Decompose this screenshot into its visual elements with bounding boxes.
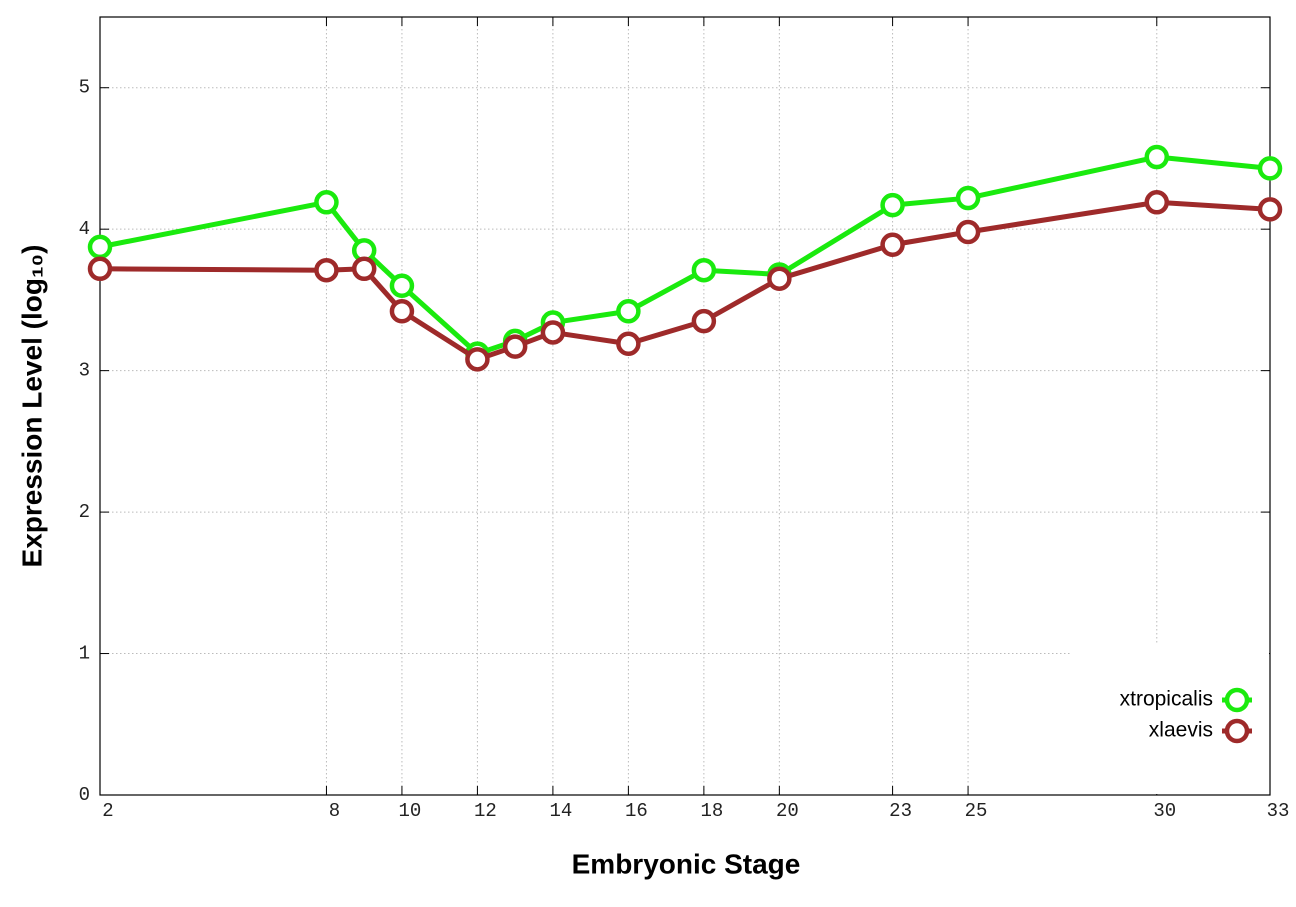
y-tick-label: 5: [79, 77, 90, 99]
x-tick-label: 23: [889, 800, 912, 822]
x-tick-label: 16: [625, 800, 648, 822]
y-tick-label: 1: [79, 643, 90, 665]
data-point: [314, 257, 339, 283]
data-point: [691, 257, 717, 283]
x-tick-label: 18: [700, 800, 723, 822]
legend-label: xtropicalis: [1120, 688, 1213, 711]
data-point: [616, 298, 641, 324]
data-point: [616, 331, 641, 357]
y-tick-label: 3: [79, 360, 90, 382]
x-tick-label: 12: [474, 800, 497, 822]
legend-label: xlaevis: [1149, 719, 1213, 742]
data-point: [1257, 197, 1283, 222]
x-tick-label: 14: [549, 800, 572, 822]
data-point: [767, 266, 792, 291]
data-point: [502, 334, 528, 359]
data-point: [465, 347, 490, 372]
x-axis-title: Embryonic Stage: [572, 848, 801, 879]
y-axis-title: Expression Level (log₁₀): [16, 245, 47, 568]
x-tick-label: 10: [399, 800, 422, 822]
data-point: [314, 190, 339, 215]
data-point: [955, 219, 981, 245]
data-point: [351, 256, 377, 282]
data-point: [1257, 156, 1283, 181]
data-point: [389, 298, 415, 324]
y-tick-label: 4: [79, 218, 90, 240]
data-point: [1144, 144, 1170, 170]
data-point: [955, 185, 981, 211]
data-point: [880, 232, 905, 257]
data-point: [540, 320, 566, 345]
y-tick-label: 2: [79, 501, 90, 523]
data-point: [1144, 190, 1170, 215]
x-tick-label: 33: [1267, 800, 1290, 822]
y-tick-label: 0: [79, 784, 90, 806]
x-tick-label: 20: [776, 800, 799, 822]
legend-marker: [1224, 718, 1250, 744]
data-point: [691, 308, 717, 334]
x-tick-label: 8: [329, 800, 340, 822]
plot-frame: [99, 16, 1271, 796]
data-point: [87, 256, 113, 282]
data-point: [880, 192, 905, 218]
x-tick-label: 25: [965, 800, 988, 822]
legend-marker: [1224, 687, 1250, 713]
x-tick-label: 2: [102, 800, 113, 822]
data-point: [389, 273, 415, 299]
data-point: [87, 234, 113, 260]
series-line: [99, 154, 1271, 357]
x-tick-label: 30: [1153, 800, 1176, 822]
